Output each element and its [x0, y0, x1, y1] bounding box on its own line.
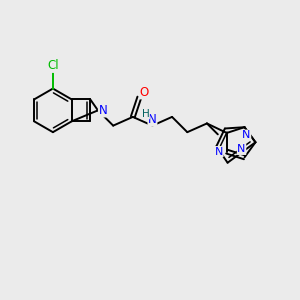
Text: O: O — [140, 86, 149, 99]
Text: N: N — [237, 144, 246, 154]
Text: N: N — [148, 113, 157, 126]
Text: N: N — [215, 147, 223, 157]
Text: N: N — [98, 104, 107, 117]
Text: Cl: Cl — [47, 59, 59, 72]
Text: H: H — [142, 109, 149, 119]
Text: N: N — [242, 130, 251, 140]
